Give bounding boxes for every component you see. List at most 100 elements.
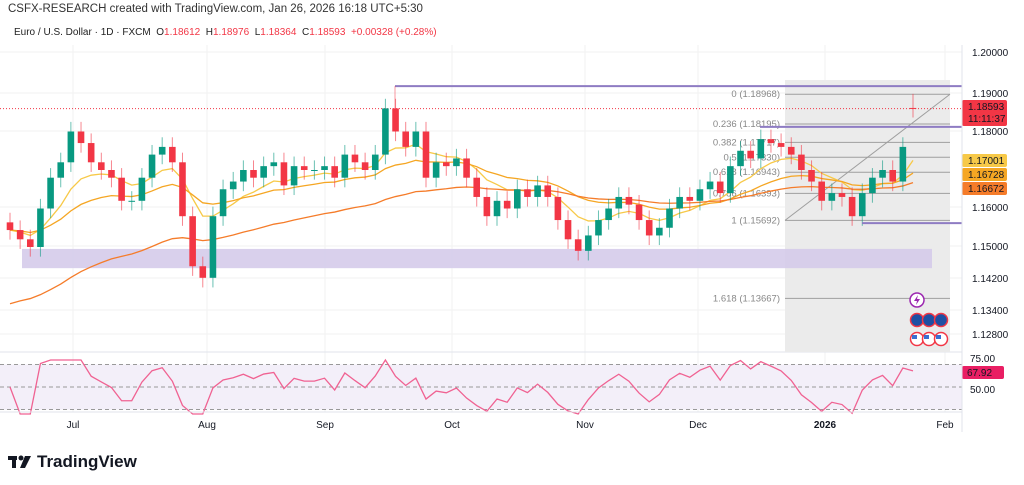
candle-body (585, 235, 592, 251)
candle-body (98, 162, 105, 170)
us-flag-canton (924, 335, 929, 339)
price-axis-label: 1.14200 (972, 274, 1009, 285)
price-axis-label: 1.18000 (972, 127, 1009, 138)
candle-body (706, 181, 714, 190)
candle-body (777, 143, 785, 147)
candle-body (767, 139, 775, 144)
candle-body (483, 196, 491, 217)
candle-body (351, 154, 359, 163)
ma-200-line (9, 181, 914, 305)
price-axis-label: 1.19000 (972, 89, 1009, 100)
candle-body (290, 166, 298, 186)
candle-body (656, 227, 663, 236)
candle-body (635, 204, 643, 221)
fib-level-label: 1.618 (1.13667) (713, 293, 780, 304)
time-axis-label: Dec (689, 420, 707, 431)
candle-body (270, 162, 278, 167)
support-zone (22, 248, 932, 269)
symbol-name[interactable]: Euro / U.S. Dollar · 1D · FXCM (14, 27, 151, 38)
rsi-axis-label: 75.00 (970, 354, 995, 365)
candle-body (798, 154, 805, 170)
tradingview-logo: TradingView (8, 452, 137, 472)
candle-body (392, 108, 399, 132)
candle-body (493, 200, 501, 217)
rsi-value: 67.92 (967, 368, 992, 379)
ma-20-line (9, 143, 914, 237)
time-axis-label: Sep (316, 420, 334, 431)
candle-body (727, 166, 734, 194)
symbol-legend: Euro / U.S. Dollar · 1D · FXCM O1.18612 … (14, 27, 437, 38)
price-label-value: 1.16728 (968, 170, 1005, 181)
low-label: L (254, 27, 261, 38)
candle-body (666, 208, 673, 228)
fib-level-label: 0.382 (1.17717) (713, 137, 780, 148)
candle-body (899, 146, 907, 182)
fib-trend-line (784, 93, 951, 221)
time-axis-label: Feb (936, 420, 954, 431)
candle-body (6, 222, 14, 231)
candle-body (37, 208, 44, 247)
candle-body (514, 189, 521, 209)
fib-level-label: 0.618 (1.16943) (713, 167, 780, 178)
high-value: 1.18976 (213, 27, 250, 38)
countdown-timer: 11:11:37 (968, 114, 1006, 125)
candle-body (564, 220, 572, 240)
ma-50-line (9, 159, 914, 234)
candle-body (503, 200, 511, 209)
price-axis-label: 1.16000 (972, 203, 1009, 214)
fib-shaded-area (785, 80, 950, 352)
price-axis-label: 1.13400 (972, 306, 1009, 317)
candle-body (219, 189, 227, 217)
candle-body (747, 150, 754, 159)
us-flag-canton (912, 335, 917, 339)
price-label-value: 1.16672 (968, 184, 1005, 195)
time-axis-label: Jul (67, 420, 80, 431)
candle-body (645, 220, 653, 236)
fib-level-label: 1 (1.15692) (731, 215, 780, 226)
candle-body (615, 196, 623, 209)
candle-body (199, 266, 207, 278)
close-value: 1.18593 (309, 27, 346, 38)
candle-body (26, 239, 34, 247)
candle-body (77, 131, 85, 144)
time-axis-label: Aug (198, 420, 216, 431)
candle-body (889, 170, 897, 182)
candle-body (879, 170, 886, 178)
candle-body (473, 177, 481, 197)
us-flag-canton (936, 335, 941, 339)
open-value: 1.18612 (164, 27, 201, 38)
candle-body (87, 143, 95, 163)
candle-body (138, 177, 146, 201)
candle-body (47, 177, 54, 209)
candle-body (169, 146, 176, 163)
price-axis-label: 1.20000 (972, 48, 1009, 59)
price-label-badge (962, 154, 1007, 167)
candle-body (686, 196, 694, 201)
candle-body (453, 158, 460, 167)
high-label: H (205, 27, 213, 38)
candle-body (787, 146, 795, 155)
candle-body (818, 181, 825, 201)
candle-body (757, 139, 765, 159)
change-value: +0.00328 (+0.28%) (350, 27, 437, 38)
rsi-axis-label: 50.00 (970, 385, 995, 396)
price-axis-label: 1.15000 (972, 242, 1009, 253)
candle-body (412, 131, 420, 147)
fib-level-label: 0.236 (1.18195) (713, 119, 780, 130)
candle-body (432, 162, 440, 178)
candle-body (676, 196, 683, 209)
candle-body (595, 220, 602, 236)
time-axis-label: Oct (444, 420, 460, 431)
tv-logo-icon (8, 455, 31, 468)
candle-body (909, 107, 917, 109)
close-label: C (302, 27, 310, 38)
candle-body (696, 189, 704, 201)
candle-body (16, 230, 24, 240)
candle-body (625, 196, 633, 205)
candle-body (544, 185, 552, 197)
candle-body (321, 166, 328, 170)
candle-body (67, 131, 75, 163)
candle-body (524, 189, 531, 197)
candle-body (858, 193, 866, 217)
